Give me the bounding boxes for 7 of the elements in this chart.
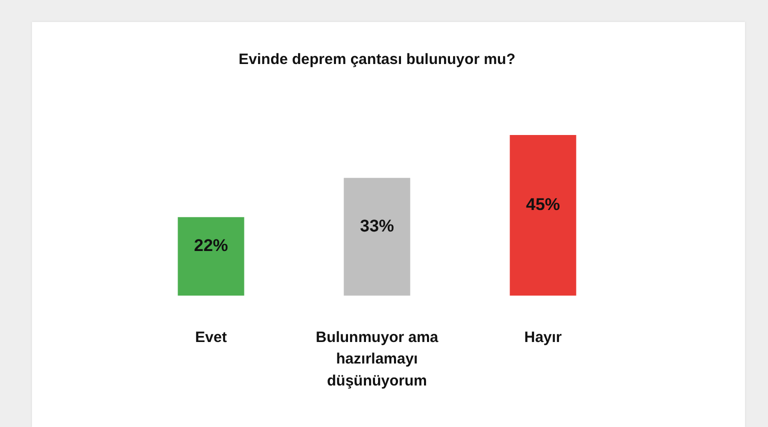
x-tick-label: Evet (195, 328, 227, 346)
chart-title: Evinde deprem çantası bulunuyor mu? (238, 51, 516, 68)
x-tick-label: Bulunmuyor ama hazırlamayı düşünüyorum (316, 328, 439, 390)
x-tick-label: Hayır (524, 328, 562, 346)
data-label: 33% (360, 216, 394, 236)
data-label: 22% (194, 236, 228, 256)
data-label: 45% (526, 195, 560, 214)
